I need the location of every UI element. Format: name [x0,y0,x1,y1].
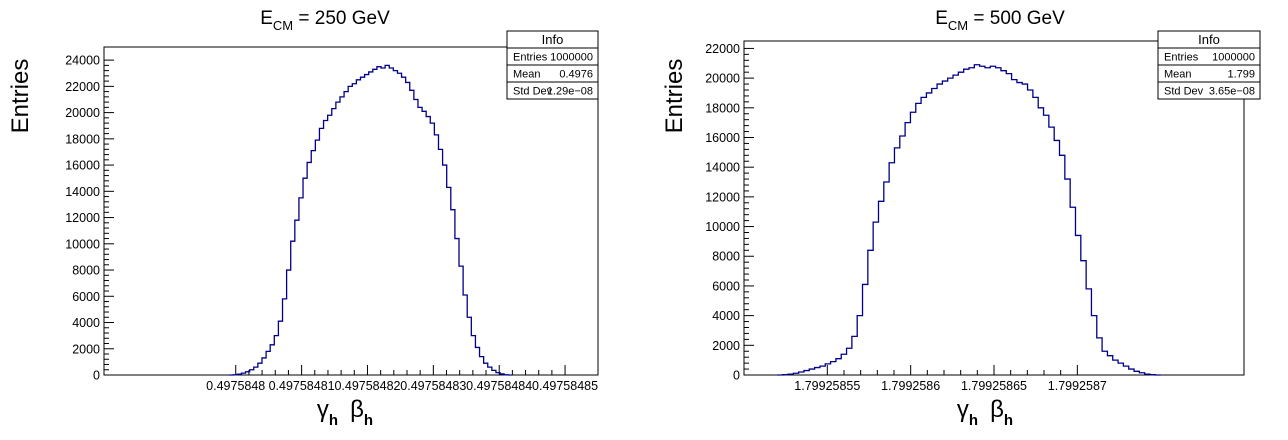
x-label-gamma: γ [957,396,969,423]
x-tick-label: 0.49758481 [269,379,335,393]
y-tick-label: 10000 [705,220,740,234]
x-tick-label: 0.49758482 [334,379,400,393]
title-subscript: CM [273,18,293,33]
stats-label: Std Dev [513,86,553,98]
y-tick-label: 18000 [65,132,100,146]
stats-value: 1000000 [550,52,593,64]
x-label-sub-h: h [329,412,338,429]
x-tick-label: 0.49758483 [400,379,466,393]
x-tick-label: 1.79925855 [794,379,860,393]
chart-title: ECM = 500 GeV [935,8,1065,33]
x-tick-label: 1.79925865 [961,379,1027,393]
y-tick-label: 2000 [712,339,740,353]
x-tick-label: 0.49758484 [466,379,532,393]
histogram-panel-250gev: 0 2000 4000 6000 8000 10000 12000 14000 16000 180… [7,8,599,429]
y-tick-label: 16000 [705,131,740,145]
y-tick-label: 20000 [65,106,100,120]
y-tick-label: 8000 [72,264,100,278]
stats-value: 1000000 [1212,52,1255,64]
title-rest: = 250 GeV [293,8,390,29]
stats-value: 3.65e−08 [1209,86,1255,98]
y-tick-label: 10000 [65,237,100,251]
plot-frame [103,46,599,376]
y-tick-label: 14000 [65,185,100,199]
x-label-gamma: γ [317,396,329,423]
histogram-line [777,64,1161,376]
stats-label: Mean [1164,69,1192,81]
y-tick-label: 6000 [72,290,100,304]
y-tick-label: 20000 [705,72,740,86]
title-main: E [260,8,273,29]
title-subscript: CM [948,18,968,33]
y-tick-label: 18000 [705,101,740,115]
y-tick-label: 14000 [705,161,740,175]
stats-header: Info [1198,32,1220,47]
stats-header: Info [542,32,564,47]
histogram-line [229,64,513,376]
stats-label: Entries [513,52,548,64]
x-axis-label: γh βh [957,396,1013,429]
x-tick-label: 0.49758485 [532,379,598,393]
stats-box: Info Entries 1000000 Mean 0.4976 Std Dev1.29e… [506,30,599,100]
y-tick-label: 2000 [72,342,100,356]
y-tick-label: 22000 [65,80,100,94]
y-tick-label: 12000 [705,190,740,204]
x-label-sub-h: h [969,412,978,429]
y-tick-label: 0 [93,369,100,383]
stats-label: Entries [1164,52,1199,64]
y-tick-label: 12000 [65,211,100,225]
title-main: E [935,8,948,29]
stats-box: Info Entries 1000000 Mean 1.799 Std Dev 3.65e−… [1157,30,1261,100]
y-tick-label: 0 [733,369,740,383]
histogram-panel-500gev: 0 2000 4000 6000 8000 10000 12000 14000 16000 180… [661,8,1261,429]
y-tick-label: 24000 [65,54,100,68]
y-tick-label: 6000 [712,279,740,293]
x-tick-label: 1.7992587 [1048,379,1107,393]
stats-label: Mean [513,69,541,81]
title-rest: = 500 GeV [968,8,1065,29]
chart-title: ECM = 250 GeV [260,8,390,33]
x-label-sub-h: h [1004,412,1013,429]
y-axis-label: Entries [7,59,34,134]
stats-value: 0.4976 [559,69,593,81]
x-tick-label: 1.7992586 [881,379,940,393]
x-label-beta: β [990,396,1004,423]
stats-value: 1.29e−08 [547,86,593,98]
x-axis-label: γh βh [317,396,373,429]
y-tick-label: 4000 [72,316,100,330]
stats-label: Std Dev [1164,86,1204,98]
y-tick-label: 22000 [705,42,740,56]
x-label-sub-h: h [364,412,373,429]
y-axis-label: Entries [661,59,688,134]
y-tick-label: 4000 [712,309,740,323]
y-tick-label: 16000 [65,159,100,173]
x-label-beta: β [350,396,364,423]
y-tick-label: 8000 [712,250,740,264]
stats-value: 1.799 [1227,69,1255,81]
x-tick-label: 0.4975848 [206,379,265,393]
